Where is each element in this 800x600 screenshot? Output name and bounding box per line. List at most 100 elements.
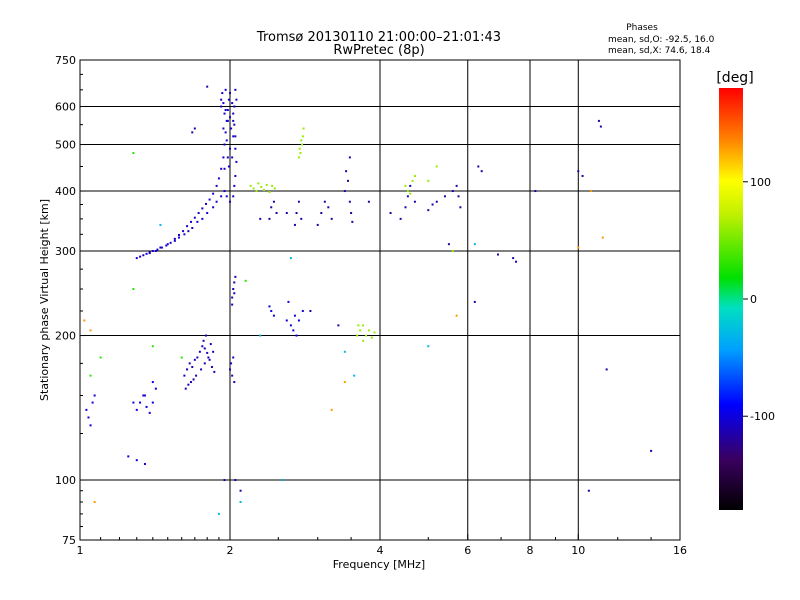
data-point [233,281,236,284]
grid [80,60,680,540]
data-point [297,319,300,322]
data-point [135,408,138,411]
data-point [323,200,326,203]
data-point [262,189,265,192]
data-point [203,362,206,365]
data-point [225,139,228,142]
data-point [93,500,96,503]
data-point [257,182,260,185]
x-tick-label: 10 [571,544,585,557]
data-point [431,203,434,206]
data-point [404,206,407,209]
data-point [204,202,207,205]
data-point [289,324,292,327]
data-point [271,184,274,187]
data-point [477,165,480,168]
data-point [224,109,227,112]
data-point [192,378,195,381]
data-point [165,244,168,247]
chart-title: Tromsø 20130110 21:00:00–21:01:43 [256,30,501,45]
data-point [359,329,362,332]
data-point [292,329,295,332]
plot-area: 1 2 4 6 8 10 16 75 100 200 300 400 500 600 750 [55,54,687,557]
x-axis-label: Frequency [MHz] [333,558,425,571]
data-point [200,368,203,371]
data-point [234,275,237,278]
data-point [232,135,235,138]
data-point [411,179,414,182]
data-point [229,368,231,371]
data-point [198,350,201,353]
data-point [135,257,138,260]
data-point [186,225,189,228]
data-point [350,212,353,215]
data-point [480,170,483,173]
data-point [427,209,430,212]
data-point [229,116,231,119]
y-tick-label: 500 [55,139,76,152]
data-point [234,88,237,91]
data-point [353,374,356,377]
data-point [193,127,196,130]
data-point [87,416,90,419]
data-point [226,109,229,112]
data-point [220,167,223,170]
x-tick-label: 8 [527,544,534,557]
data-point [232,119,235,122]
data-point [285,319,288,322]
data-point [235,98,238,101]
phase-stats-o: mean, sd,O: -92.5, 16.0 [608,35,715,45]
data-point [289,257,292,260]
data-point [213,370,216,373]
data-point [298,147,301,150]
data-point [362,324,365,327]
data-point [159,223,162,226]
data-point [212,206,215,209]
data-point [287,300,290,303]
data-point [406,195,409,198]
data-point [327,206,330,209]
data-point [169,241,172,244]
data-point [139,401,142,404]
data-point [346,179,349,182]
data-point [234,147,237,150]
data-point [297,156,300,159]
colorbar-ticks: 100 0 -100 [743,176,775,423]
y-tick-label: 75 [62,534,76,547]
data-point [233,123,236,126]
data-point [427,179,430,182]
data-point [451,190,454,193]
data-point [343,381,346,384]
data-point [244,279,247,282]
data-point [605,368,608,371]
data-point [173,237,176,240]
data-point [231,303,234,306]
y-axis-label: Stationary phase Virtual Height [km] [38,199,51,401]
data-point [268,305,271,308]
data-point [249,184,252,187]
data-point [351,220,354,223]
colorbar-tick-label: 100 [750,176,771,189]
data-point [370,336,373,339]
data-point [91,401,94,404]
data-point [650,449,653,452]
data-point [191,131,194,134]
data-point [173,239,176,242]
data-point [409,192,412,195]
x-tick-label: 4 [377,544,384,557]
data-point [300,217,303,220]
data-point [239,500,242,503]
data-point [191,227,194,230]
data-point [259,217,262,220]
data-point [222,156,225,159]
data-point [223,190,226,193]
data-point [230,362,233,365]
data-point [132,288,135,291]
data-point [404,184,407,187]
x-tick-label: 16 [673,544,687,557]
data-point [515,260,518,263]
data-point [357,324,360,327]
data-point [451,250,454,253]
data-point [89,374,92,377]
y-tick-label: 200 [55,330,76,343]
